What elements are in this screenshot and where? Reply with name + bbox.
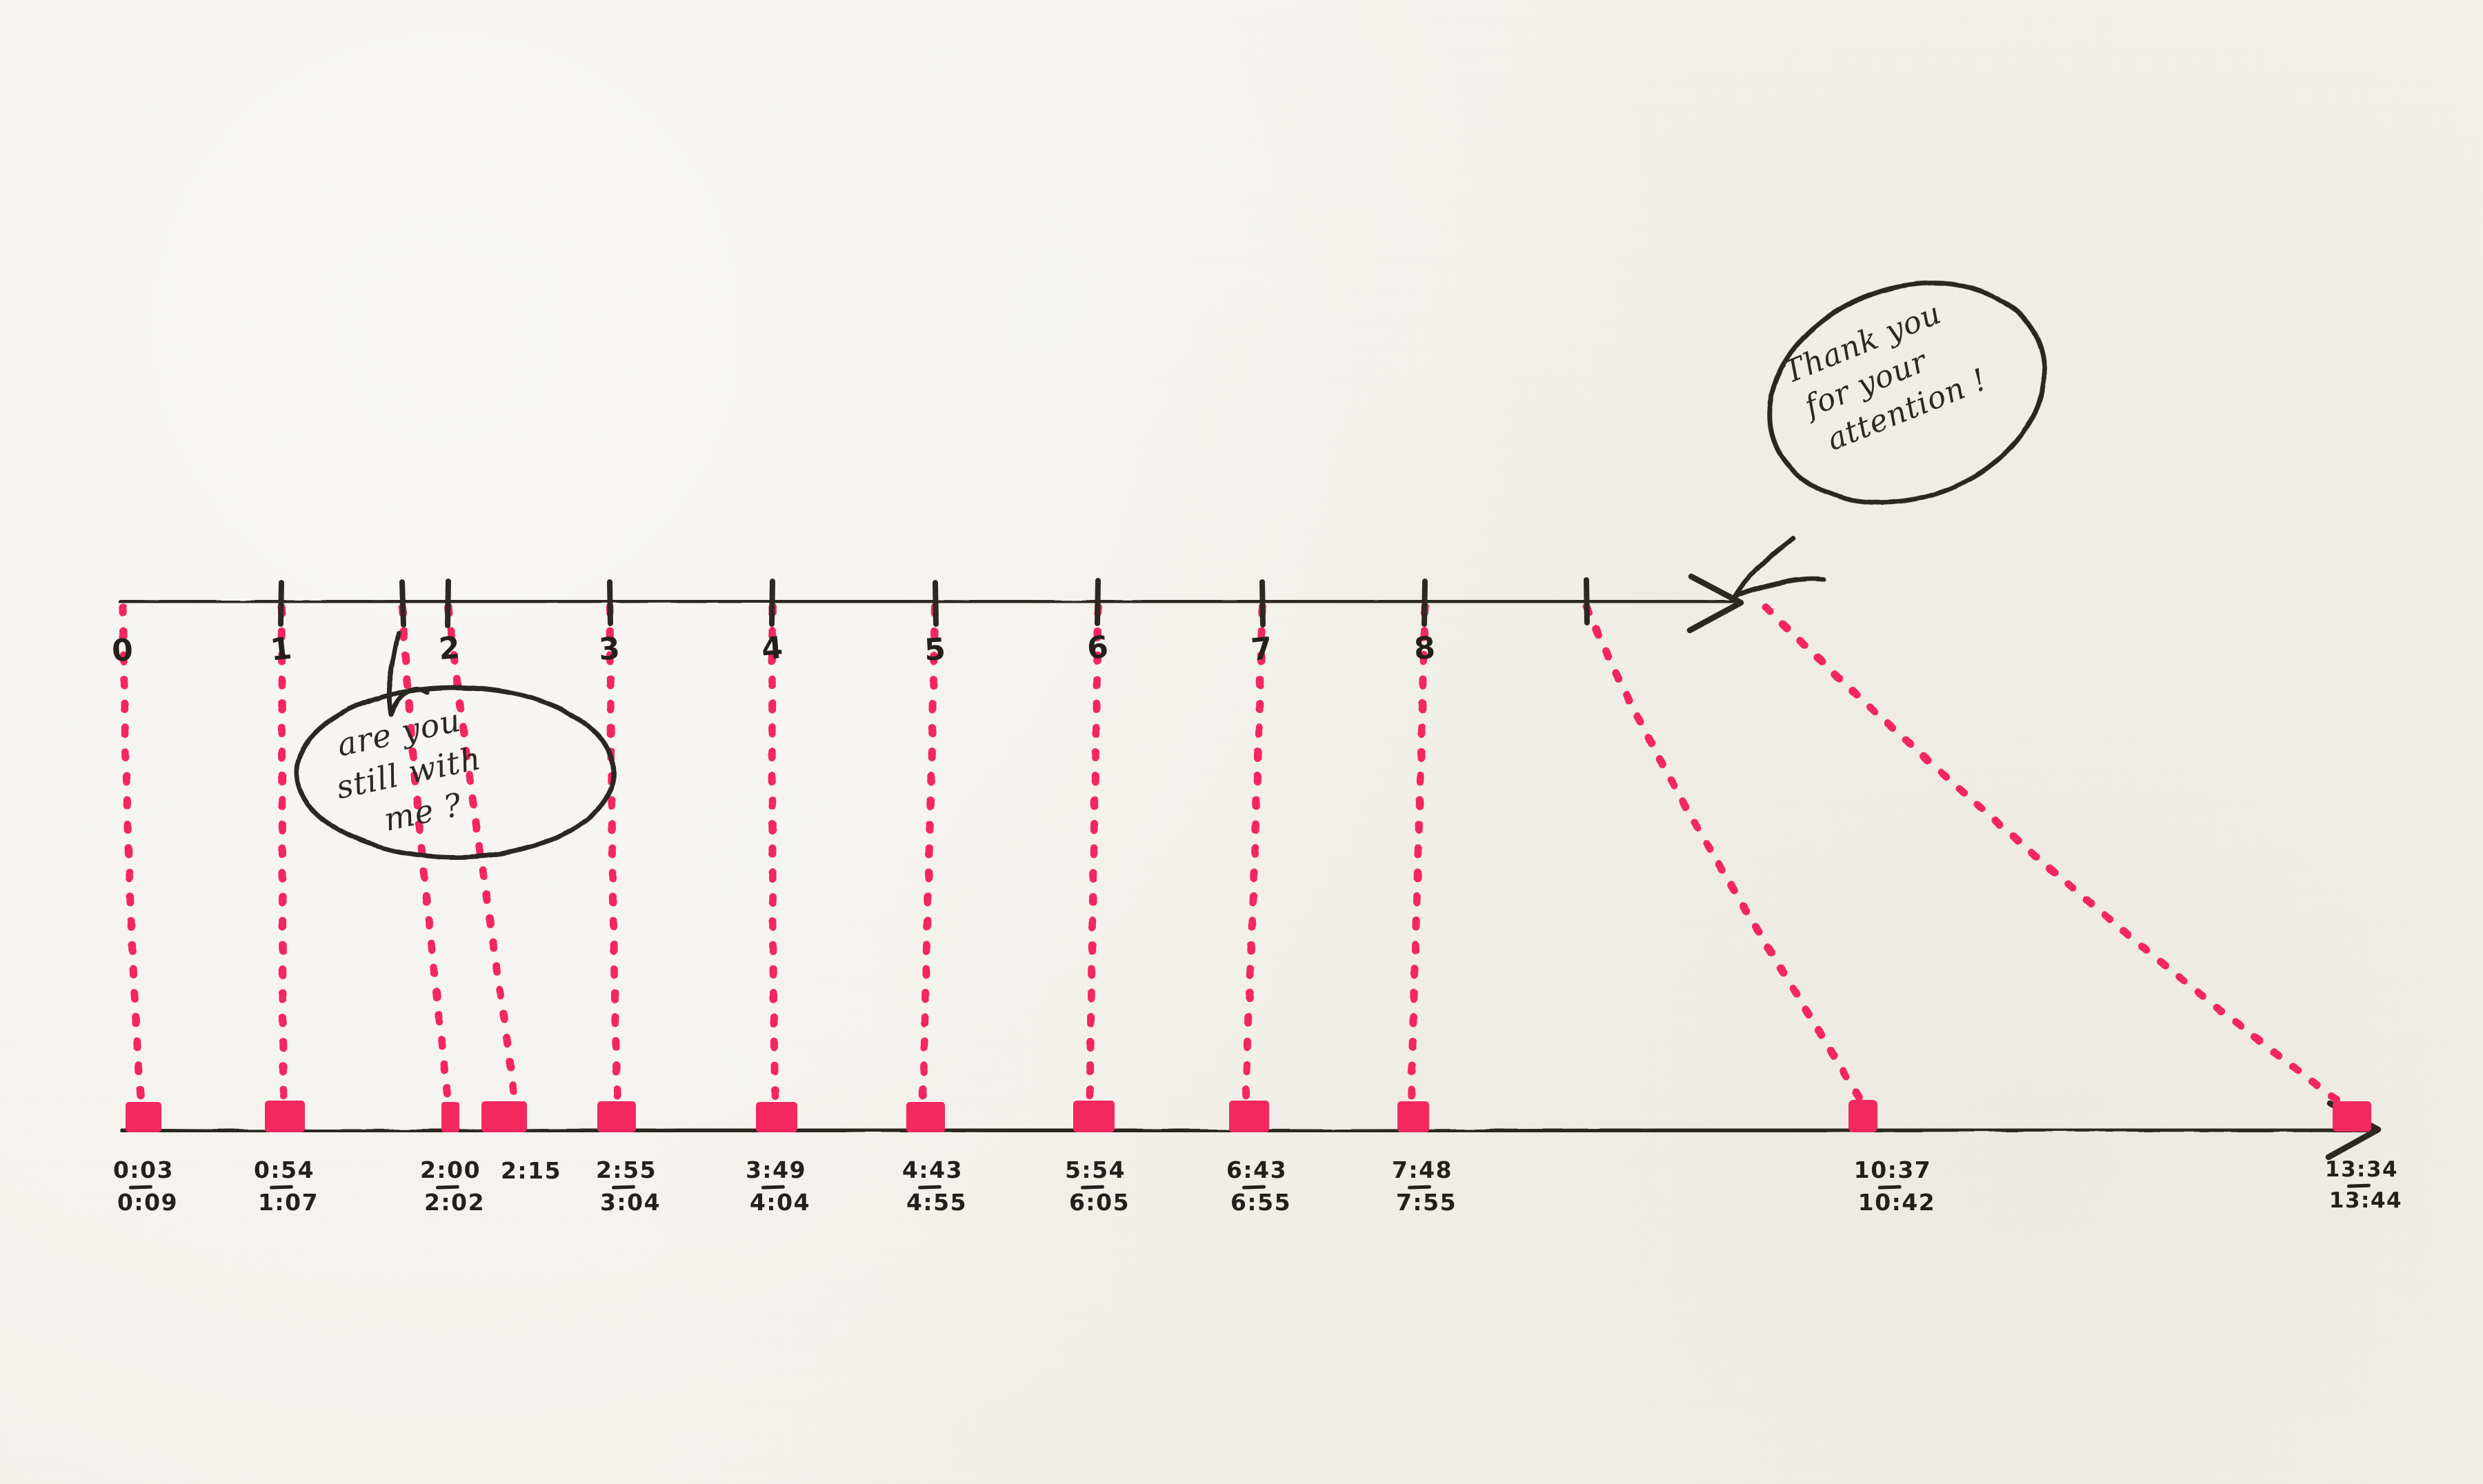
time-label-5: 4:43 4:55: [901, 1156, 966, 1216]
bubble-upper-tail: [1733, 535, 1826, 599]
time-label-10-line2: 13:44: [2329, 1187, 2403, 1213]
top-axis-arrowhead: [1686, 573, 1744, 634]
marker-3: [597, 1101, 636, 1132]
connector-group: [119, 603, 2346, 1111]
tick-label-4: 4: [760, 630, 785, 668]
time-label-1-line2: 1:07: [257, 1188, 319, 1216]
time-label-2b: 2:15: [500, 1157, 562, 1184]
time-label-0-line1: 0:03: [112, 1156, 174, 1183]
time-label-8: 7:48 7:55: [1391, 1156, 1456, 1216]
time-label-0: 0:03 0:09: [112, 1156, 177, 1216]
marker-2: [441, 1102, 459, 1132]
top-axis-line: [119, 597, 1741, 606]
bottom-axis-line: [120, 1126, 2375, 1135]
time-label-4: 3:49 4:04: [745, 1156, 810, 1216]
tick-label-5: 5: [923, 632, 948, 668]
time-label-8-line2: 7:55: [1395, 1188, 1457, 1216]
time-label-7: 6:43 6:55: [1226, 1156, 1290, 1216]
connector-10: [1762, 603, 2346, 1107]
tick-label-8: 8: [1413, 630, 1437, 667]
time-label-2: 2:00 2:02: [419, 1156, 484, 1216]
bubble-upper-shape: [1733, 281, 2048, 599]
marker-7: [1229, 1101, 1269, 1132]
time-label-6: 5:54 6:05: [1064, 1156, 1129, 1216]
time-label-8-line1: 7:48: [1391, 1156, 1453, 1183]
connector-4: [768, 603, 779, 1111]
marker-8: [1397, 1101, 1429, 1132]
marker-6: [1073, 1101, 1115, 1132]
marker-group: [126, 1100, 2371, 1132]
connector-7: [1242, 603, 1266, 1111]
time-label-4-line1: 3:49: [745, 1156, 807, 1183]
tick-label-2: 2: [437, 630, 462, 668]
time-label-3-line2: 3:04: [599, 1188, 661, 1216]
time-label-10: 13:34 13:44: [2324, 1157, 2402, 1213]
time-label-4-line2: 4:04: [749, 1188, 811, 1216]
tick-label-0: 0: [110, 632, 135, 669]
time-label-0-line2: 0:09: [117, 1188, 179, 1216]
connector-5: [919, 603, 939, 1111]
connector-6: [1086, 603, 1102, 1111]
tick-label-3: 3: [597, 631, 622, 668]
bubble-lower-tail: [386, 630, 430, 717]
time-label-10-dash: [2346, 1183, 2371, 1188]
tick-label-1: 1: [268, 630, 295, 668]
time-label-1: 0:54 1:07: [253, 1156, 318, 1216]
time-label-5-line1: 4:43: [901, 1156, 964, 1183]
time-label-3-line1: 2:55: [595, 1156, 657, 1183]
time-label-3: 2:55 3:04: [595, 1156, 660, 1216]
connector-8: [1407, 603, 1429, 1111]
time-label-1-line1: 0:54: [253, 1156, 315, 1183]
time-label-7-line1: 6:43: [1226, 1156, 1288, 1183]
time-label-9-line1: 10:37: [1853, 1156, 1932, 1183]
time-label-7-line2: 6:55: [1230, 1188, 1292, 1216]
marker-10: [2333, 1101, 2371, 1132]
time-label-10-line1: 13:34: [2324, 1157, 2399, 1182]
marker-5: [906, 1102, 945, 1132]
marker-0: [126, 1102, 161, 1132]
top-axis-ticks: [278, 577, 1590, 628]
time-label-5-line2: 4:55: [906, 1188, 968, 1216]
tick-label-7: 7: [1249, 630, 1275, 668]
marker-2b: [481, 1101, 527, 1132]
marker-4: [756, 1102, 797, 1132]
time-label-6-line1: 5:54: [1064, 1156, 1126, 1183]
connector-1: [277, 603, 288, 1111]
time-label-9-line2: 10:42: [1857, 1188, 1936, 1216]
bubble-lower-shape: [294, 630, 617, 860]
time-label-9: 10:37 10:42: [1853, 1156, 1935, 1216]
connector-3: [606, 603, 621, 1111]
marker-1: [265, 1101, 305, 1132]
time-label-6-line2: 6:05: [1068, 1188, 1130, 1216]
time-label-2-line2: 2:02: [423, 1188, 486, 1216]
top-axis-group: [119, 573, 1744, 634]
time-label-2-line1: 2:00: [419, 1156, 481, 1183]
marker-9: [1848, 1100, 1877, 1132]
connector-9: [1582, 603, 1866, 1107]
connector-0: [119, 603, 146, 1111]
connector-2: [398, 603, 453, 1111]
tick-label-6: 6: [1086, 629, 1110, 667]
